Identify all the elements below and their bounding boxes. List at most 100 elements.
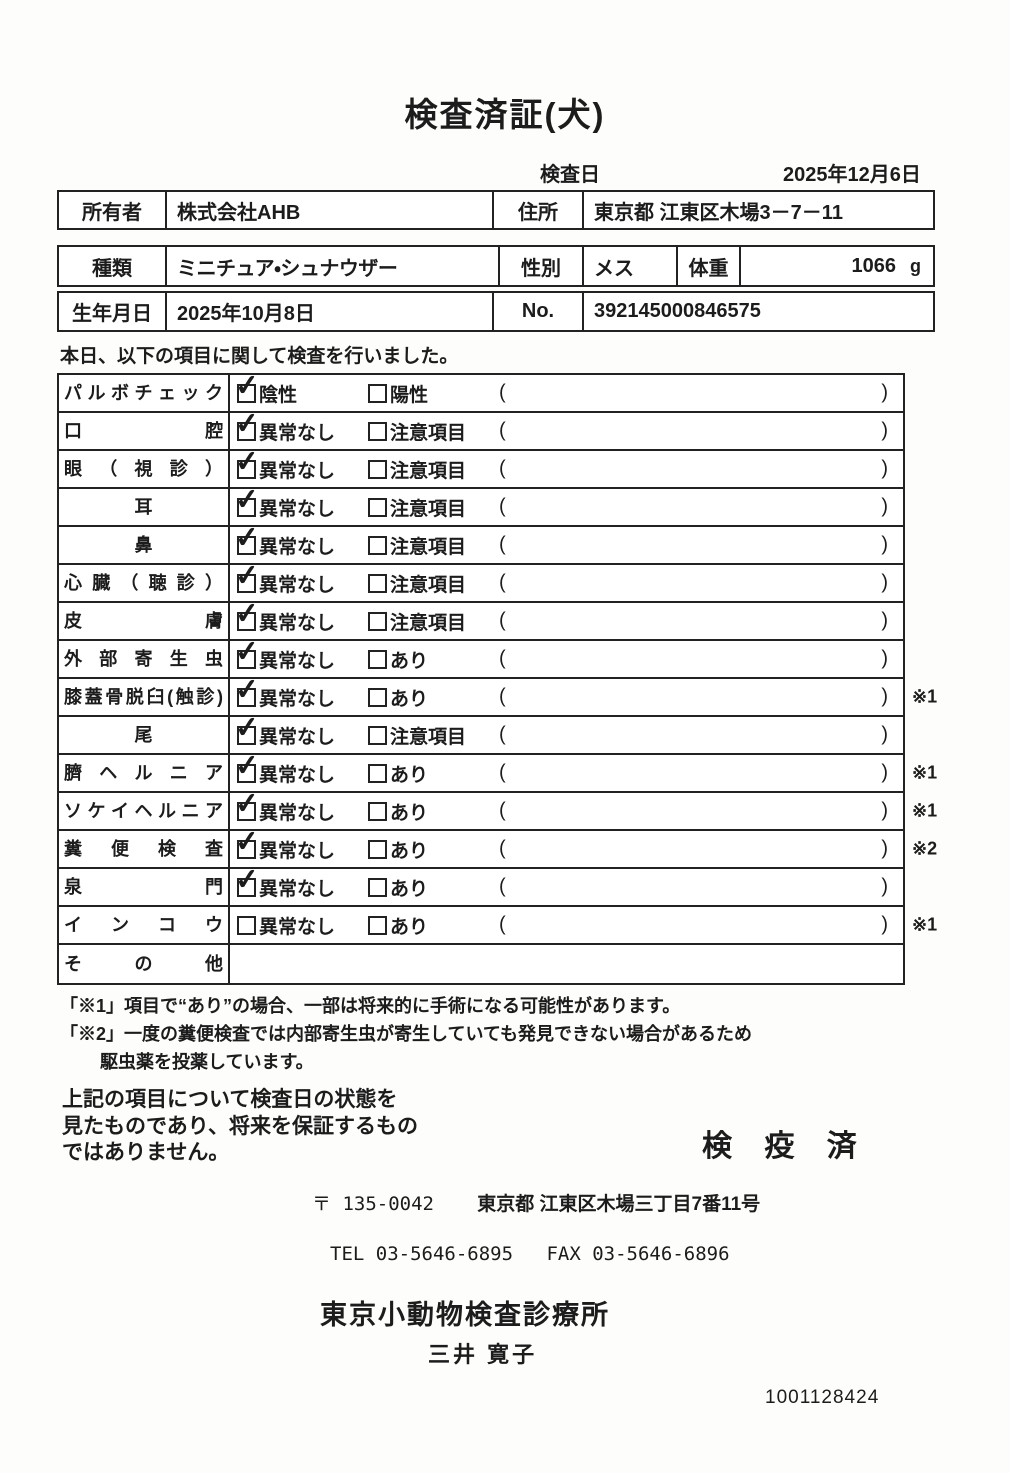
exam-item-label: 皮膚: [64, 611, 223, 631]
result-option-2-label: 注意項目: [390, 726, 467, 748]
postal-code: 〒 135-0042: [312, 1192, 434, 1215]
result-option-1: 陰性: [237, 375, 297, 411]
checkbox-unchecked-icon: [237, 915, 256, 935]
result-option-1-label: 異常なし: [259, 802, 336, 824]
result-option-2-label: 注意項目: [390, 574, 467, 596]
remarks-paren-open: (: [499, 457, 506, 480]
remarks-paren-close: ): [881, 647, 888, 670]
birthdate-row: 生年月日 2025年10月8日 No. 392145000846575: [57, 291, 935, 332]
result-option-1-label: 異常なし: [259, 688, 336, 710]
sex-value: メス: [582, 247, 676, 285]
remarks-paren-close: ): [881, 685, 888, 708]
result-option-1-label: 異常なし: [259, 840, 336, 862]
disclaimer-line-2: 見たものであり、将来を保証するもの: [62, 1114, 418, 1138]
result-option-2: あり: [368, 869, 428, 905]
result-option-1: 異常なし: [237, 603, 335, 639]
exam-item-label: 尾: [134, 725, 153, 745]
clinic-address-line: 〒 135-0042 東京都 江東区木場三丁目7番11号: [312, 1189, 1010, 1216]
inspection-date-label: 検査日: [540, 164, 600, 186]
checklist-row: 鼻 異常なし 注意項目 ( ): [59, 527, 903, 565]
exam-result-cell: 異常なし あり ( ): [230, 793, 903, 829]
exam-item-label-cell: パルボチェック: [59, 375, 230, 411]
address-value: 東京都 江東区木場3－7－11: [582, 192, 933, 228]
exam-item-label-cell: 心臓（聴診）: [59, 565, 230, 601]
exam-item-label: パルボチェック: [64, 383, 223, 403]
result-option-1-label: 異常なし: [259, 650, 336, 672]
checkbox-checked-icon: [237, 421, 256, 441]
exam-result-cell: 異常なし あり ( ): [230, 679, 903, 715]
footnote-2-line1: 「※2」一度の糞便検査では内部寄生虫が寄生していても発見できない場合があるため: [60, 1023, 753, 1044]
checkbox-unchecked-icon: [368, 915, 387, 935]
remarks-paren-close: ): [881, 571, 888, 594]
exam-item-label-cell: 泉門: [59, 869, 230, 905]
result-option-2: 陽性: [368, 375, 428, 411]
exam-item-label-cell: 尾: [59, 717, 230, 753]
exam-item-label: 糞便検査: [64, 839, 223, 859]
checkbox-unchecked-icon: [368, 877, 387, 897]
remarks-paren-open: (: [499, 495, 506, 518]
result-option-2: あり: [368, 679, 428, 715]
checkbox-checked-icon: [237, 383, 256, 403]
exam-item-label: 外部寄生虫: [64, 649, 223, 669]
result-option-2: あり: [368, 831, 428, 867]
result-option-1: 異常なし: [237, 527, 335, 563]
owner-value: 株式会社AHB: [165, 192, 492, 228]
tel-number: TEL 03-5646-6895: [330, 1242, 514, 1265]
clinic-street-address: 東京都 江東区木場三丁目7番11号: [477, 1193, 761, 1215]
checkbox-checked-icon: [237, 611, 256, 631]
serial-number: 1001128424: [765, 1386, 880, 1408]
remarks-paren-close: ): [881, 723, 888, 746]
result-option-2-label: あり: [390, 764, 429, 786]
weight-label: 体重: [676, 247, 739, 285]
result-option-1-label: 陰性: [259, 384, 298, 406]
exam-result-cell: 異常なし あり ( ): [230, 641, 903, 677]
checkbox-unchecked-icon: [368, 839, 387, 859]
sex-label: 性別: [498, 247, 582, 285]
remarks-paren-close: ): [881, 875, 888, 898]
checkbox-checked-icon: [237, 839, 256, 859]
footnotes-block: 「※1」項目で“あり”の場合、一部は将来的に手術になる可能性があります。 「※2…: [60, 993, 1010, 1077]
exam-item-label-cell: ソケイヘルニア: [59, 793, 230, 829]
result-option-1-label: 異常なし: [259, 536, 336, 558]
footnote-reference: ※2: [912, 838, 938, 859]
footnote-2-line2: 駆虫薬を投薬しています。: [100, 1051, 314, 1072]
result-option-1-label: 異常なし: [259, 422, 336, 444]
result-option-1: 異常なし: [237, 641, 335, 677]
clinic-name: 東京小動物検査診療所: [320, 1299, 610, 1330]
remarks-paren-open: (: [499, 609, 506, 632]
result-option-2-label: 陽性: [390, 384, 429, 406]
remarks-paren-close: ): [881, 913, 888, 936]
result-option-1-label: 異常なし: [259, 878, 336, 900]
checkbox-unchecked-icon: [368, 725, 387, 745]
remarks-paren-open: (: [499, 571, 506, 594]
checkbox-unchecked-icon: [368, 497, 387, 517]
quarantine-stamp: 検 疫 済: [702, 1129, 869, 1163]
remarks-paren-close: ): [881, 837, 888, 860]
exam-item-label-cell: 眼（視診）: [59, 451, 230, 487]
result-option-1-label: 異常なし: [259, 460, 336, 482]
weight-number: 1066: [851, 254, 897, 277]
exam-item-label: 耳: [134, 497, 153, 517]
exam-result-cell: 異常なし 注意項目 ( ): [230, 565, 903, 601]
result-option-2: 注意項目: [368, 717, 466, 753]
checklist-row: インコウ 異常なし あり ( ) ※1: [59, 907, 937, 945]
disclaimer-line-3: ではありません。: [62, 1141, 230, 1165]
remarks-paren-open: (: [499, 723, 506, 746]
result-option-1-label: 異常なし: [259, 916, 336, 938]
exam-item-label-cell: 臍ヘルニア: [59, 755, 230, 791]
checkbox-unchecked-icon: [368, 573, 387, 593]
result-option-2-label: あり: [390, 688, 429, 710]
id-number-value: 392145000846575: [582, 293, 933, 330]
checkbox-checked-icon: [237, 649, 256, 669]
remarks-paren-open: (: [499, 875, 506, 898]
exam-item-label-cell: 膝蓋骨脱臼(触診): [59, 679, 230, 715]
result-option-2: あり: [368, 755, 428, 791]
result-option-1: 異常なし: [237, 413, 335, 449]
page-title: 検査済証(犬): [404, 96, 606, 133]
exam-result-cell: 異常なし 注意項目 ( ): [230, 413, 903, 449]
checklist-row: 尾 異常なし 注意項目 ( ): [59, 717, 903, 755]
